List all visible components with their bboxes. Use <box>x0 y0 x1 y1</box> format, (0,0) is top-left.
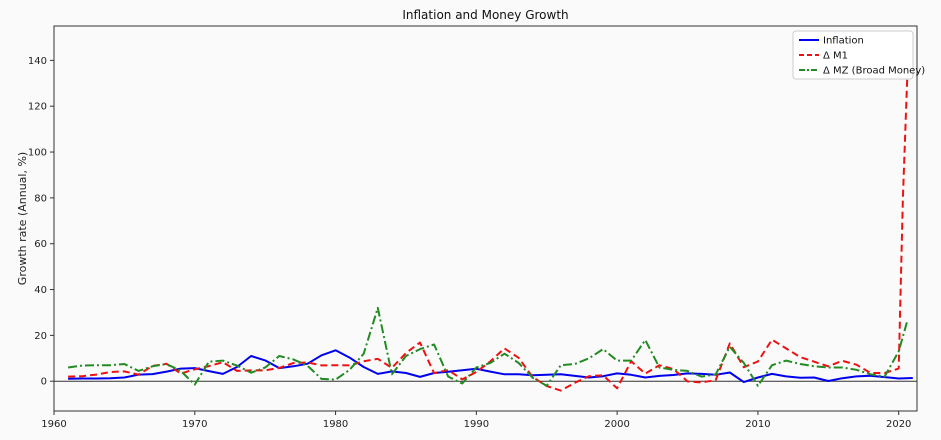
x-tick-label: 1980 <box>323 419 348 430</box>
legend-label: Δ MZ (Broad Money) <box>823 66 925 77</box>
y-tick-label: 40 <box>34 285 47 296</box>
legend: Inflation Δ M1 Δ MZ (Broad Money) <box>792 30 925 80</box>
series-line-m1 <box>68 39 910 392</box>
y-tick-label: 20 <box>34 331 47 342</box>
chart-title: Inflation and Money Growth <box>402 8 568 22</box>
x-tick-label: 1990 <box>464 419 489 430</box>
y-tick-label: 120 <box>28 102 47 113</box>
y-tick-label: 140 <box>28 56 47 67</box>
series-line-inflation <box>68 349 913 384</box>
x-tick-label: 1960 <box>41 419 66 430</box>
plot-area-frame <box>53 25 918 412</box>
x-axis: 1960 1970 1980 1990 2000 2010 2020 <box>41 411 911 430</box>
legend-label: Δ M1 <box>823 51 848 62</box>
y-tick-label: 80 <box>34 193 47 204</box>
legend-label: Inflation <box>823 36 864 47</box>
x-tick-label: 2020 <box>886 419 911 430</box>
y-tick-label: 0 <box>41 377 47 388</box>
series-line-mz-broad-money <box>67 306 909 387</box>
y-tick-label: 100 <box>28 148 47 159</box>
series-layer <box>67 39 913 392</box>
y-tick-label: 60 <box>34 239 47 250</box>
x-tick-label: 1970 <box>182 419 207 430</box>
x-tick-label: 2000 <box>604 419 629 430</box>
y-axis: 0 20 40 60 80 100 120 140 <box>28 56 54 388</box>
y-axis-title: Growth rate (Annual, %) <box>16 152 29 285</box>
x-tick-label: 2010 <box>745 419 770 430</box>
legend-box <box>792 30 914 80</box>
